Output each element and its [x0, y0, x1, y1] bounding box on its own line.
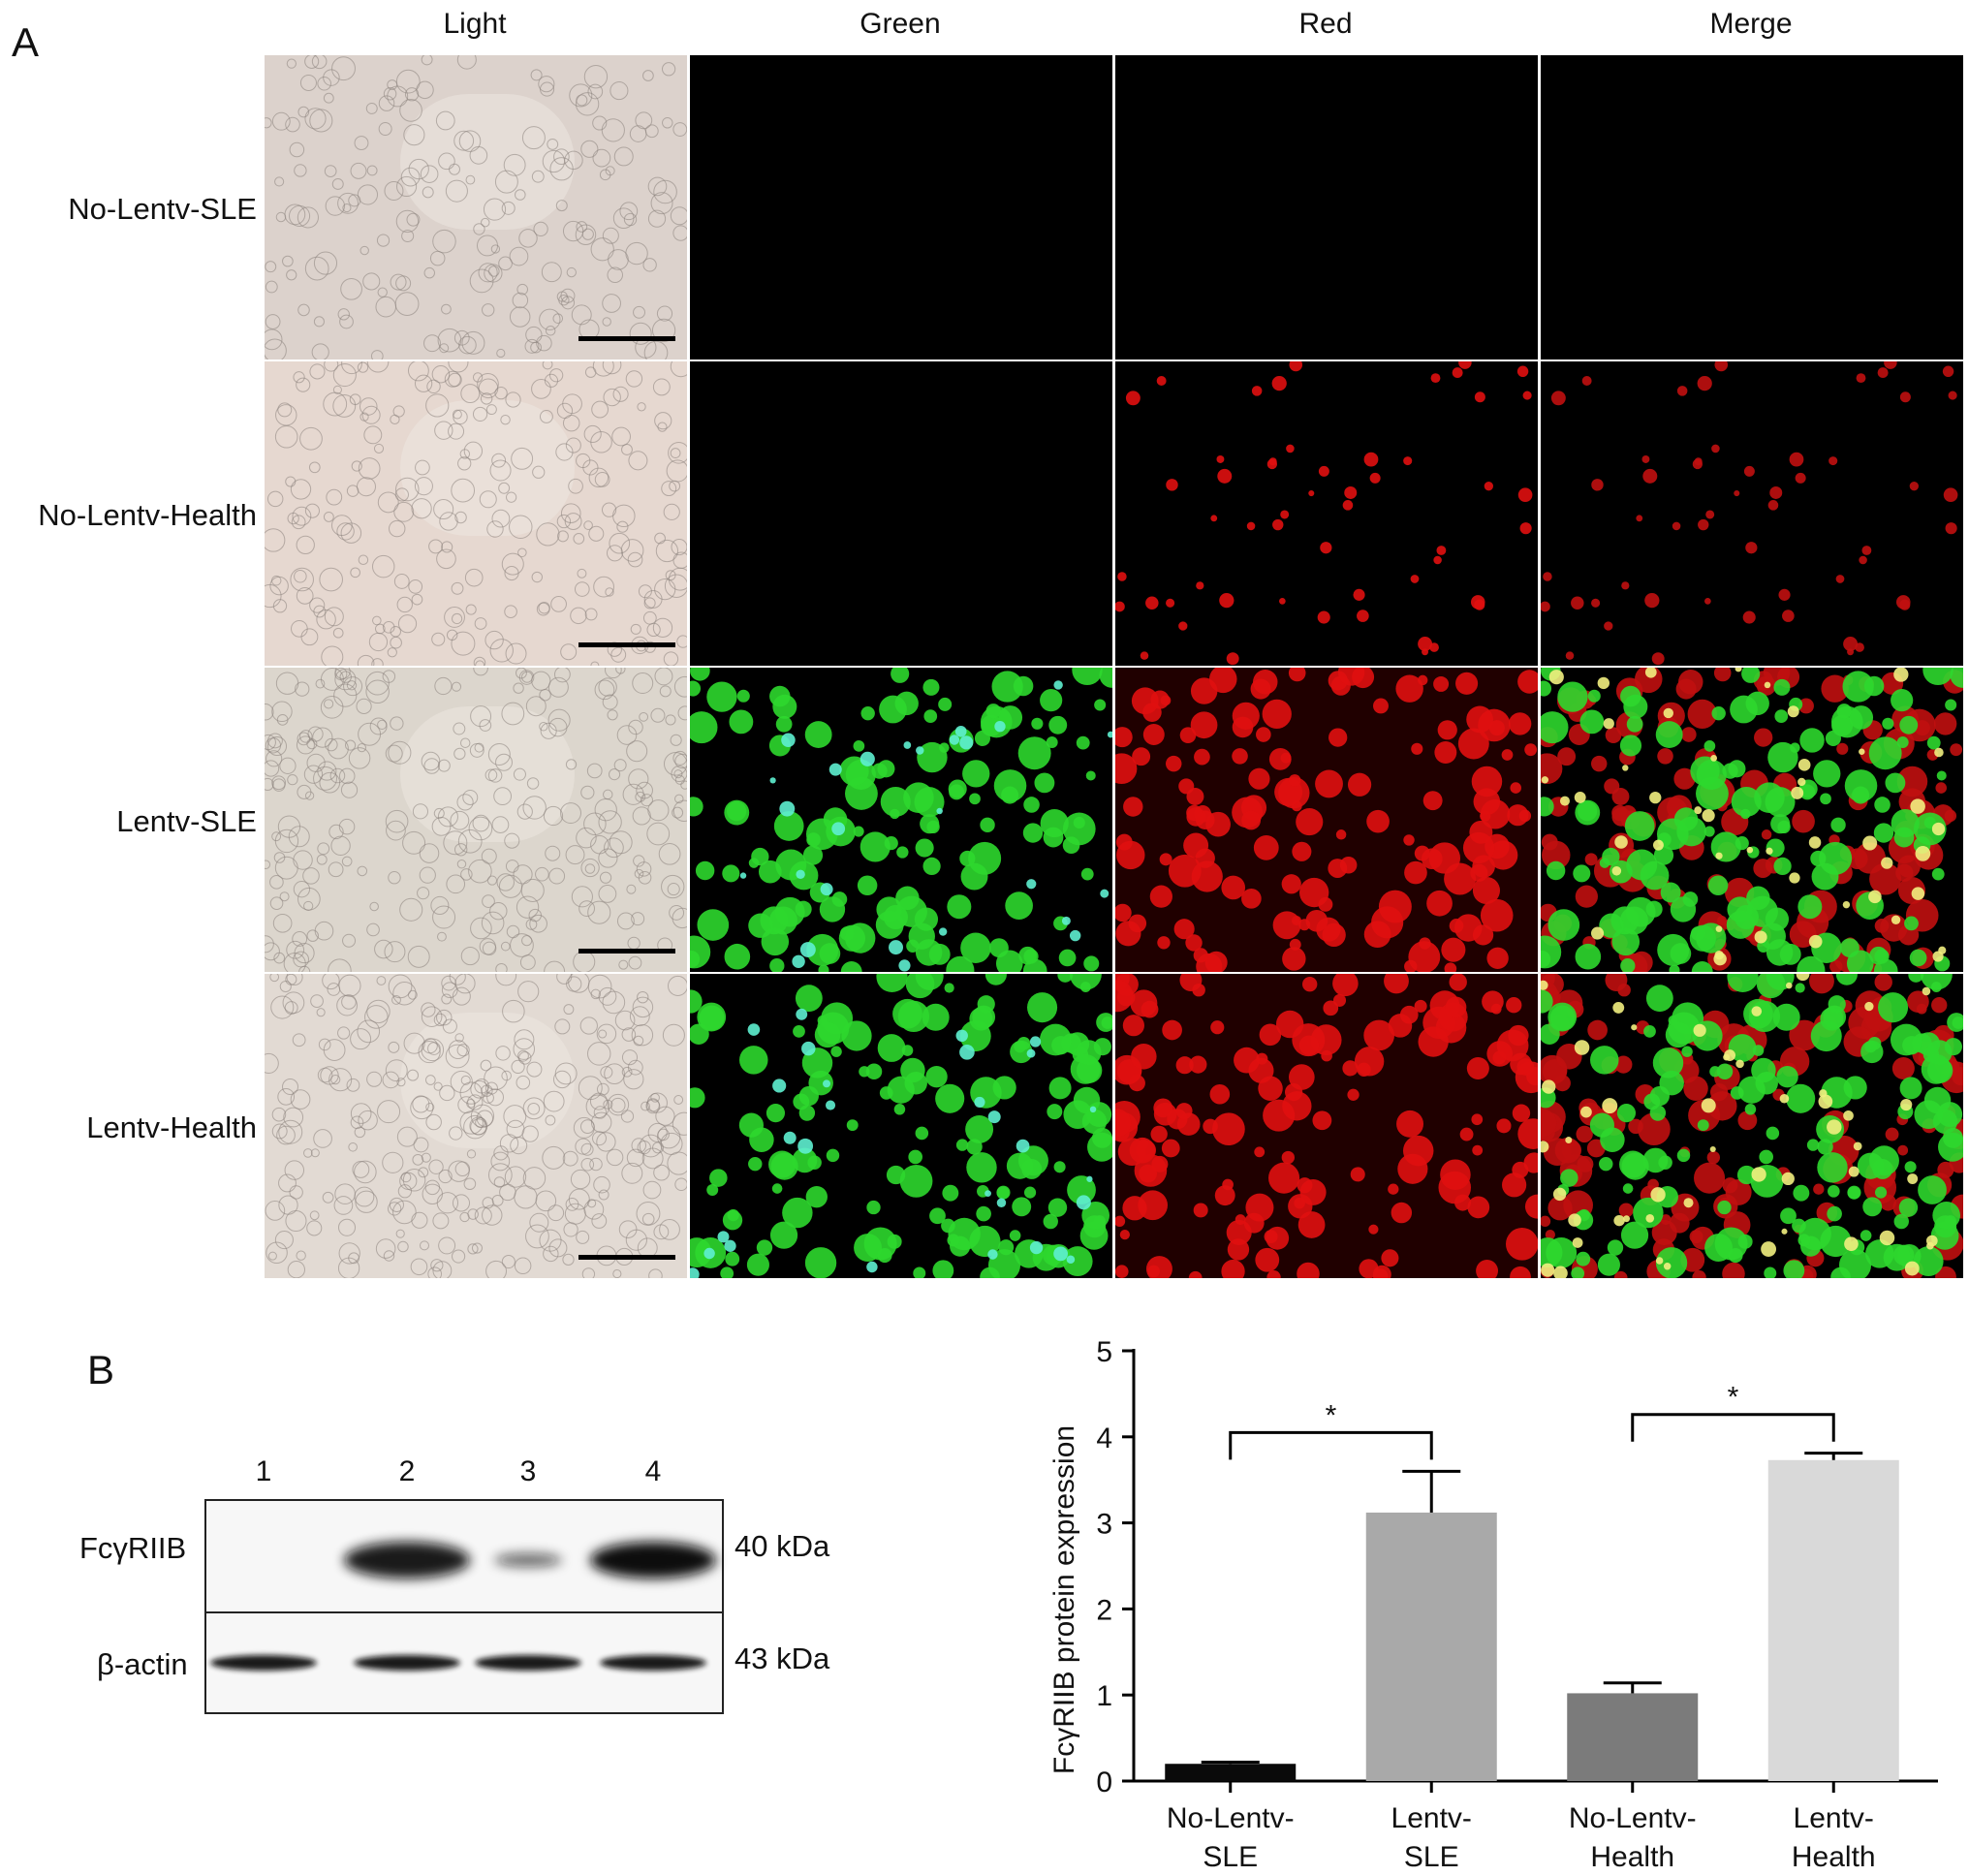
micrograph-lentv-health-green — [690, 974, 1112, 1278]
panel-a-letter: A — [12, 19, 40, 65]
row-label-no-lentv-health: No-Lentv-Health — [38, 498, 257, 532]
significance-star-2: * — [1728, 1382, 1739, 1414]
x-tick-label-3-line-2: Health — [1590, 1841, 1674, 1873]
significance-bracket-2 — [1631, 1413, 1835, 1442]
scale-bar — [578, 1255, 675, 1260]
lane-number-1: 1 — [255, 1455, 272, 1487]
column-header-green: Green — [859, 8, 941, 40]
bar-4 — [1767, 1459, 1899, 1781]
scale-bar — [578, 642, 675, 647]
column-header-light: Light — [443, 8, 507, 40]
lane-number-2: 2 — [398, 1455, 416, 1487]
blot-band-beta-actin-lane-3 — [475, 1655, 581, 1671]
scale-bar — [578, 336, 675, 341]
blot-band-fcgriib-lane-4 — [590, 1542, 716, 1579]
x-tick-label-3-line-1: No-Lentv- — [1569, 1802, 1697, 1834]
row-label-lentv-health: Lentv-Health — [86, 1110, 257, 1144]
y-tick-label-1: 1 — [1096, 1680, 1112, 1712]
micrograph-no-lentv-sle-merge — [1541, 55, 1963, 360]
micrograph-lentv-health-light — [265, 974, 687, 1278]
blot-size-40kda: 40 kDa — [734, 1529, 830, 1563]
micrograph-lentv-sle-red — [1115, 668, 1538, 972]
blot-band-fcgriib-lane-2 — [344, 1542, 470, 1579]
lane-number-4: 4 — [644, 1455, 662, 1487]
blot-label-beta-actin: β-actin — [97, 1647, 188, 1681]
micrograph-lentv-health-red — [1115, 974, 1538, 1278]
lane-number-3: 3 — [519, 1455, 537, 1487]
x-tick-label-4-line-2: Health — [1792, 1841, 1876, 1873]
significance-bracket-1 — [1229, 1430, 1433, 1460]
bar-3 — [1567, 1693, 1699, 1781]
column-header-red: Red — [1298, 8, 1353, 40]
y-tick-label-5: 5 — [1096, 1336, 1112, 1368]
y-tick-label-3: 3 — [1096, 1509, 1112, 1541]
micrograph-no-lentv-health-light — [265, 361, 687, 666]
fcgriib-bar-chart: FcγRIIB protein expression 0 1 2 3 4 5 No-Lent… — [1048, 1336, 1938, 1873]
micrograph-lentv-health-merge — [1541, 974, 1963, 1278]
micrograph-no-lentv-sle-light — [265, 55, 687, 360]
micrograph-no-lentv-health-green — [690, 361, 1112, 666]
chart-y-axis-label: FcγRIIB protein expression — [1048, 1425, 1080, 1774]
y-tick-label-2: 2 — [1096, 1594, 1112, 1626]
x-tick-label-2-line-1: Lentv- — [1391, 1802, 1472, 1834]
row-label-lentv-sle: Lentv-SLE — [116, 804, 257, 838]
blot-band-fcgriib-lane-3 — [494, 1553, 562, 1567]
micrograph-lentv-sle-merge — [1541, 668, 1963, 972]
scale-bar — [578, 949, 675, 954]
micrograph-lentv-sle-light — [265, 668, 687, 972]
panel-b-letter: B — [87, 1347, 115, 1392]
bar-2 — [1365, 1512, 1497, 1781]
row-label-no-lentv-sle: No-Lentv-SLE — [68, 192, 257, 226]
bar-1 — [1165, 1764, 1297, 1781]
x-tick-label-4-line-1: Lentv- — [1794, 1802, 1874, 1834]
column-header-merge: Merge — [1709, 8, 1793, 40]
y-tick-label-4: 4 — [1096, 1423, 1112, 1454]
x-tick-label-2-line-2: SLE — [1404, 1841, 1459, 1873]
micrograph-no-lentv-health-merge — [1541, 361, 1963, 666]
blot-label-fcgriib: FcγRIIB — [79, 1531, 187, 1565]
blot-band-beta-actin-lane-1 — [210, 1655, 317, 1671]
significance-star-1: * — [1326, 1399, 1337, 1431]
micrograph-no-lentv-sle-green — [690, 55, 1112, 360]
micrograph-lentv-sle-green — [690, 668, 1112, 972]
y-tick-label-0: 0 — [1096, 1767, 1112, 1798]
micrograph-no-lentv-sle-red — [1115, 55, 1538, 360]
x-tick-label-1-line-2: SLE — [1203, 1841, 1258, 1873]
blot-band-beta-actin-lane-2 — [354, 1655, 460, 1671]
x-tick-label-1-line-1: No-Lentv- — [1167, 1802, 1295, 1834]
western-blot — [204, 1499, 724, 1714]
blot-size-43kda: 43 kDa — [734, 1642, 830, 1675]
micrograph-no-lentv-health-red — [1115, 361, 1538, 666]
blot-band-beta-actin-lane-4 — [600, 1655, 706, 1671]
